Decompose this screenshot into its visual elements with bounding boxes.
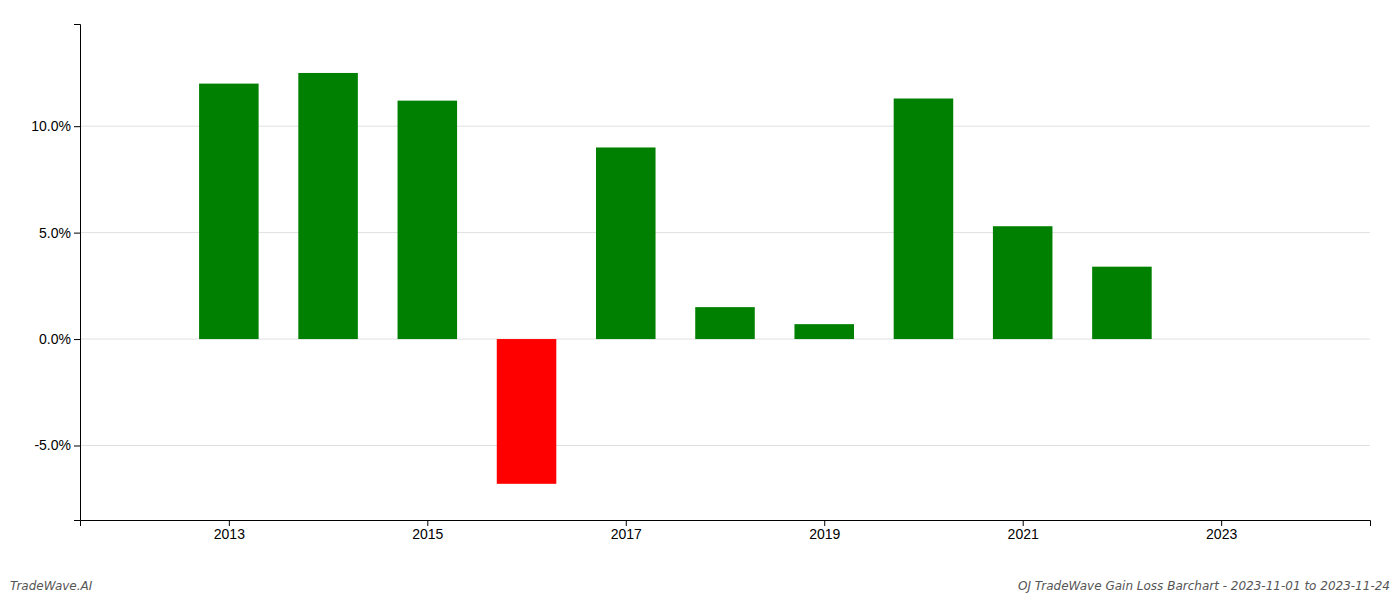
x-tick-label: 2021 — [1008, 526, 1039, 542]
bar — [497, 339, 557, 484]
x-axis-line — [81, 521, 1371, 527]
x-axis: 2013 2015 2017 2019 2021 2023 — [81, 520, 1371, 542]
y-tick-mark — [74, 126, 80, 127]
x-tick-label: 2015 — [412, 526, 443, 542]
bar — [993, 226, 1053, 339]
bar — [596, 147, 656, 339]
y-tick: -5.0% — [34, 437, 80, 453]
grid-line — [80, 232, 1370, 233]
plot-area — [199, 73, 1152, 484]
y-tick-label: -5.0% — [34, 437, 71, 453]
grid-line — [80, 445, 1370, 446]
x-tick-label: 2023 — [1206, 526, 1237, 542]
chart: -5.0%0.0%5.0%10.0%2013201520172019202120… — [0, 0, 1400, 600]
y-tick: 0.0% — [39, 331, 80, 347]
y-tick-label: 0.0% — [39, 331, 71, 347]
y-tick-mark — [74, 233, 80, 234]
x-tick: 2017 — [611, 520, 642, 542]
x-tick: 2023 — [1206, 520, 1237, 542]
x-tick-label: 2013 — [214, 526, 245, 542]
x-tick: 2021 — [1008, 520, 1039, 542]
x-tick: 2015 — [412, 520, 443, 542]
grid-line — [80, 126, 1370, 127]
y-tick-mark — [74, 445, 80, 446]
y-tick: 5.0% — [39, 225, 80, 241]
grid — [80, 126, 1370, 445]
bar — [695, 307, 755, 339]
y-tick-mark — [74, 339, 80, 340]
x-tick-label: 2019 — [809, 526, 840, 542]
bar — [298, 73, 358, 339]
x-tick: 2019 — [809, 520, 840, 542]
bar — [894, 99, 954, 340]
y-tick-label: 10.0% — [31, 118, 71, 134]
bar — [794, 324, 854, 339]
y-tick-label: 5.0% — [39, 225, 71, 241]
x-tick-label: 2017 — [611, 526, 642, 542]
x-tick: 2013 — [214, 520, 245, 542]
footer-text: TradeWave.AI — [10, 579, 93, 593]
footer-text: OJ TradeWave Gain Loss Barchart - 2023-1… — [1018, 579, 1390, 593]
bar — [1092, 267, 1152, 339]
y-axis: -5.0% 0.0% 5.0% 10.0% — [31, 25, 80, 521]
footer: TradeWave.AI OJ TradeWave Gain Loss Barch… — [10, 579, 1390, 593]
bar — [199, 84, 259, 339]
y-axis-line — [74, 25, 81, 521]
y-tick: 10.0% — [31, 118, 80, 134]
bar — [398, 101, 458, 339]
